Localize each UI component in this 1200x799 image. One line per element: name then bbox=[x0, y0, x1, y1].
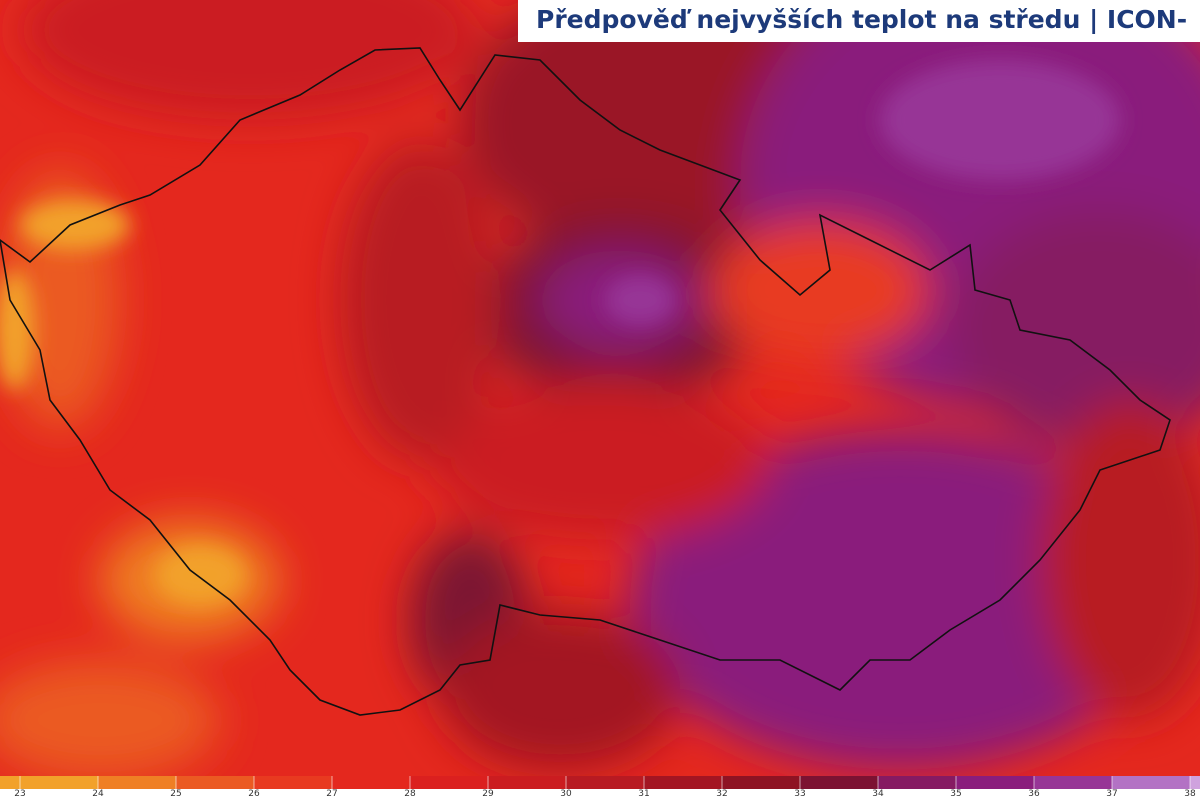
colorbar-label: 38 bbox=[1184, 789, 1196, 799]
colorbar-segment bbox=[332, 776, 410, 789]
colorbar-label: 30 bbox=[560, 789, 572, 799]
colorbar-label: 23 bbox=[14, 789, 25, 799]
colorbar-segment bbox=[722, 776, 800, 789]
colorbar-label: 32 bbox=[716, 789, 727, 799]
colorbar-segment bbox=[0, 776, 98, 789]
colorbar-label: 36 bbox=[1028, 789, 1040, 799]
colorbar-segment bbox=[176, 776, 254, 789]
colorbar-label: 24 bbox=[92, 789, 104, 799]
colorbar-segment bbox=[800, 776, 878, 789]
colorbar-segment bbox=[488, 776, 566, 789]
colorbar-label: 34 bbox=[872, 789, 884, 799]
colorbar-segment bbox=[878, 776, 956, 789]
colorbar-label: 29 bbox=[482, 789, 494, 799]
colorbar-label: 35 bbox=[950, 789, 961, 799]
colorbar-segment bbox=[410, 776, 488, 789]
temperature-field bbox=[0, 0, 1200, 780]
border bbox=[0, 47, 1171, 716]
colorbar-segment bbox=[1112, 776, 1190, 789]
colorbar-segment bbox=[644, 776, 722, 789]
colorbar-segment bbox=[254, 776, 332, 789]
colorbar-segment bbox=[566, 776, 644, 789]
colorbar: 23 24 25 26 27 28 29 30 31 32 33 34 35 36 37 38 bbox=[0, 776, 1200, 799]
colorbar-label: 31 bbox=[638, 789, 649, 799]
colorbar-label: 33 bbox=[794, 789, 805, 799]
colorbar-segment bbox=[1034, 776, 1112, 789]
colorbar-segment bbox=[98, 776, 176, 789]
colorbar-label: 25 bbox=[170, 789, 181, 799]
title: Předpověď nejvyšších teplot na středu | … bbox=[518, 0, 1200, 42]
colorbar-segment bbox=[1190, 776, 1200, 789]
colorbar-label: 37 bbox=[1106, 789, 1117, 799]
colorbar-label: 28 bbox=[404, 789, 416, 799]
colorbar-segment bbox=[956, 776, 1034, 789]
colorbar-label: 27 bbox=[326, 789, 337, 799]
colorbar-label: 26 bbox=[248, 789, 260, 799]
